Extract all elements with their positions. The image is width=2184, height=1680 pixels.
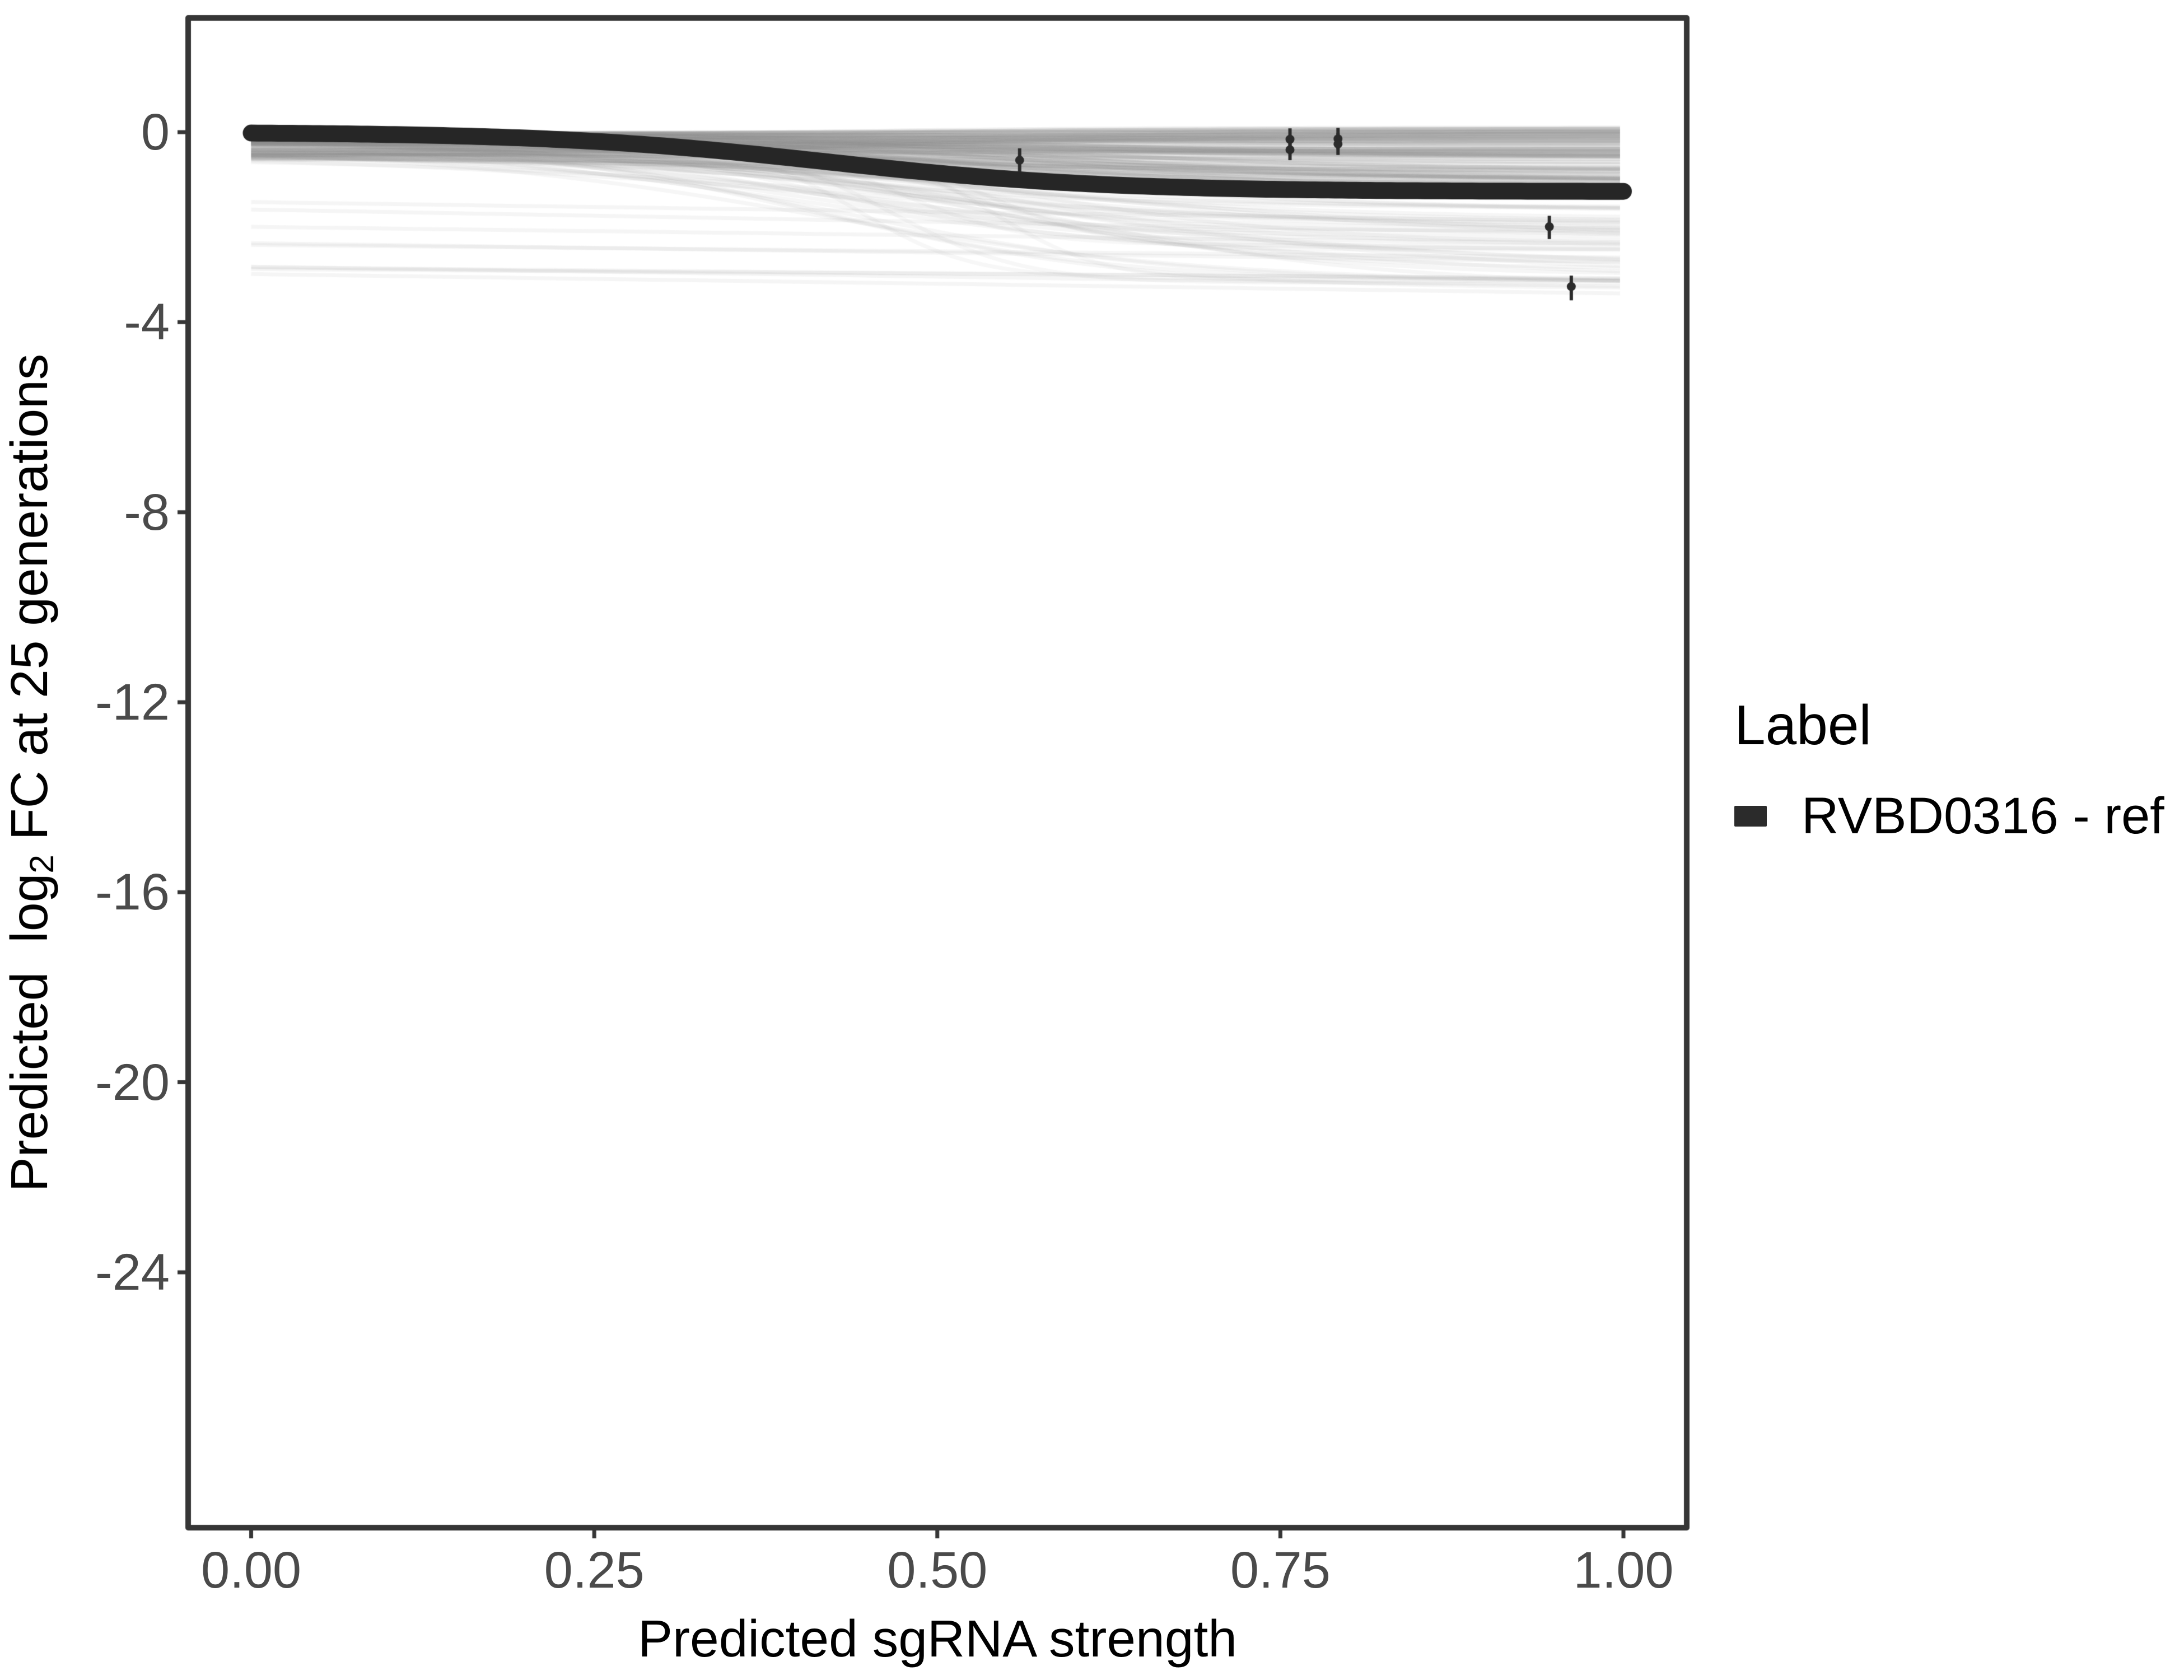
- y-axis-title: Predicted log2 FC at 25 generations: [0, 354, 72, 1192]
- y-tick-label: -20: [95, 1053, 170, 1111]
- y-tick-label: -12: [95, 673, 170, 731]
- x-tick-label: 0.75: [1230, 1542, 1331, 1599]
- y-tick-label: -8: [124, 483, 170, 541]
- x-tick-label: 1.00: [1573, 1542, 1674, 1599]
- y-axis-title-subscript: 2: [22, 855, 60, 874]
- y-tick-label: -4: [124, 293, 170, 351]
- legend: Label RVBD0316 - ref: [1734, 694, 2164, 845]
- x-tick-label: 0.50: [887, 1542, 988, 1599]
- y-axis-title-prefix: Predicted log: [0, 873, 59, 1192]
- y-tick-label: 0: [141, 104, 170, 161]
- y-tick-label: -16: [95, 864, 170, 921]
- x-tick-label: 0.00: [200, 1542, 302, 1599]
- legend-entry: RVBD0316 - ref: [1734, 787, 2164, 845]
- legend-entry-label: RVBD0316 - ref: [1802, 787, 2164, 844]
- legend-title: Label: [1734, 694, 1872, 757]
- y-axis-title-suffix: FC at 25 generations: [0, 353, 59, 855]
- x-axis-title: Predicted sgRNA strength: [637, 1609, 1238, 1668]
- legend-line-swatch-icon: [1734, 805, 1767, 827]
- x-tick-label: 0.25: [544, 1542, 645, 1599]
- y-tick-label: -24: [95, 1243, 170, 1301]
